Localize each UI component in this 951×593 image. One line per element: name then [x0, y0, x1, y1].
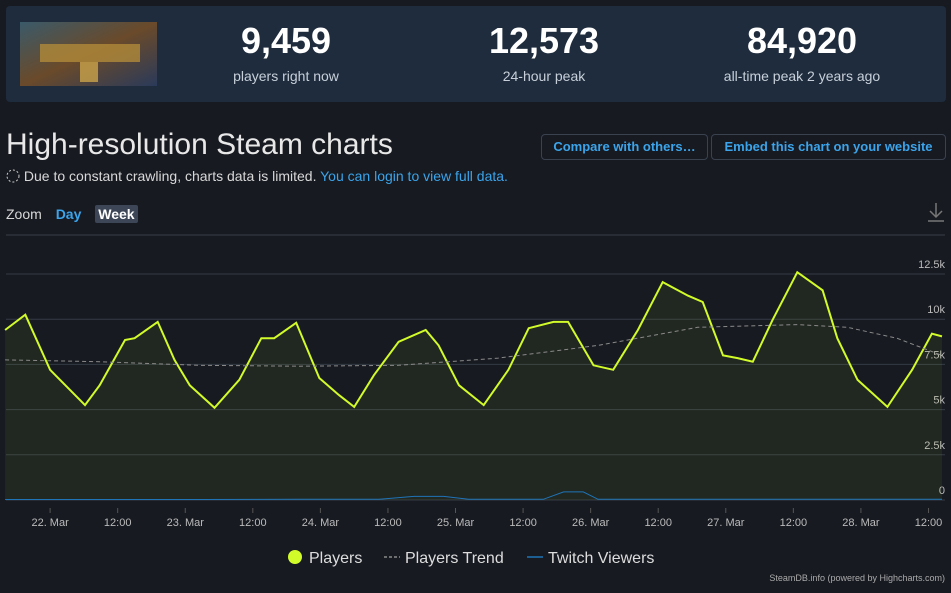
x-tick-label: 25. Mar: [437, 517, 475, 529]
series-line: [5, 491, 942, 500]
legend-item[interactable]: Players: [288, 550, 362, 567]
y-tick-label: 7.5k: [924, 349, 945, 361]
stat-label: all-time peak 2 years ago: [723, 68, 881, 84]
legend-label: Twitch Viewers: [548, 550, 654, 567]
legend-item[interactable]: Players Trend: [384, 550, 504, 567]
x-tick-label: 12:00: [239, 517, 267, 529]
x-tick-label: 26. Mar: [572, 517, 610, 529]
stat-label: players right now: [233, 68, 339, 84]
x-tick-label: 28. Mar: [842, 517, 880, 529]
x-tick-label: 12:00: [780, 517, 808, 529]
x-tick-label: 12:00: [915, 517, 943, 529]
x-tick-label: 12:00: [644, 517, 672, 529]
y-tick-label: 10k: [927, 304, 945, 316]
stat-value: 9,459: [240, 20, 332, 61]
notice: Due to constant crawling, charts data is…: [6, 168, 508, 184]
stat-value: 84,920: [746, 20, 858, 61]
y-tick-label: 2.5k: [924, 440, 945, 452]
x-tick-label: 12:00: [104, 517, 132, 529]
notice-text: Due to constant crawling, charts data is…: [23, 168, 317, 184]
x-tick-label: 23. Mar: [167, 517, 205, 529]
download-icon[interactable]: [928, 203, 944, 222]
legend-symbol: [288, 550, 302, 564]
legend-label: Players: [309, 550, 362, 567]
stat: 9,459 players right now: [166, 20, 406, 84]
stat: 84,920 all-time peak 2 years ago: [682, 20, 922, 84]
credits: SteamDB.info (powered by Highcharts.com): [769, 573, 945, 583]
x-tick-label: 12:00: [509, 517, 537, 529]
zoom-option[interactable]: Day: [55, 206, 82, 222]
stat: 12,573 24-hour peak: [424, 20, 664, 84]
x-tick-label: 12:00: [374, 517, 402, 529]
y-tick-label: 0: [939, 485, 945, 497]
series-line: [5, 324, 943, 367]
embed-button[interactable]: Embed this chart on your website: [711, 134, 946, 160]
zoom-label: Zoom: [6, 206, 42, 222]
y-tick-label: 5k: [933, 395, 945, 407]
login-link[interactable]: You can login to view full data.: [320, 168, 508, 184]
page-title: High-resolution Steam charts: [6, 128, 393, 161]
notice-icon: [6, 169, 20, 183]
compare-button[interactable]: Compare with others…: [541, 134, 708, 160]
x-tick-label: 24. Mar: [302, 517, 340, 529]
area: [5, 272, 943, 500]
x-tick-label: 27. Mar: [707, 517, 745, 529]
stat-label: 24-hour peak: [502, 68, 586, 84]
stats-panel: 9,459 players right now 12,573 24-hour pea…: [6, 6, 946, 102]
legend-label: Players Trend: [405, 550, 504, 567]
x-tick-label: 22. Mar: [31, 517, 69, 529]
series-line: [4, 270, 943, 410]
legend-item[interactable]: Twitch Viewers: [527, 550, 654, 567]
zoom-option[interactable]: Week: [95, 205, 138, 223]
zoom-bar: Zoom Day Week: [6, 205, 148, 223]
game-logo: [20, 22, 157, 86]
y-tick-label: 12.5k: [918, 259, 945, 271]
stat-value: 12,573: [488, 20, 600, 61]
